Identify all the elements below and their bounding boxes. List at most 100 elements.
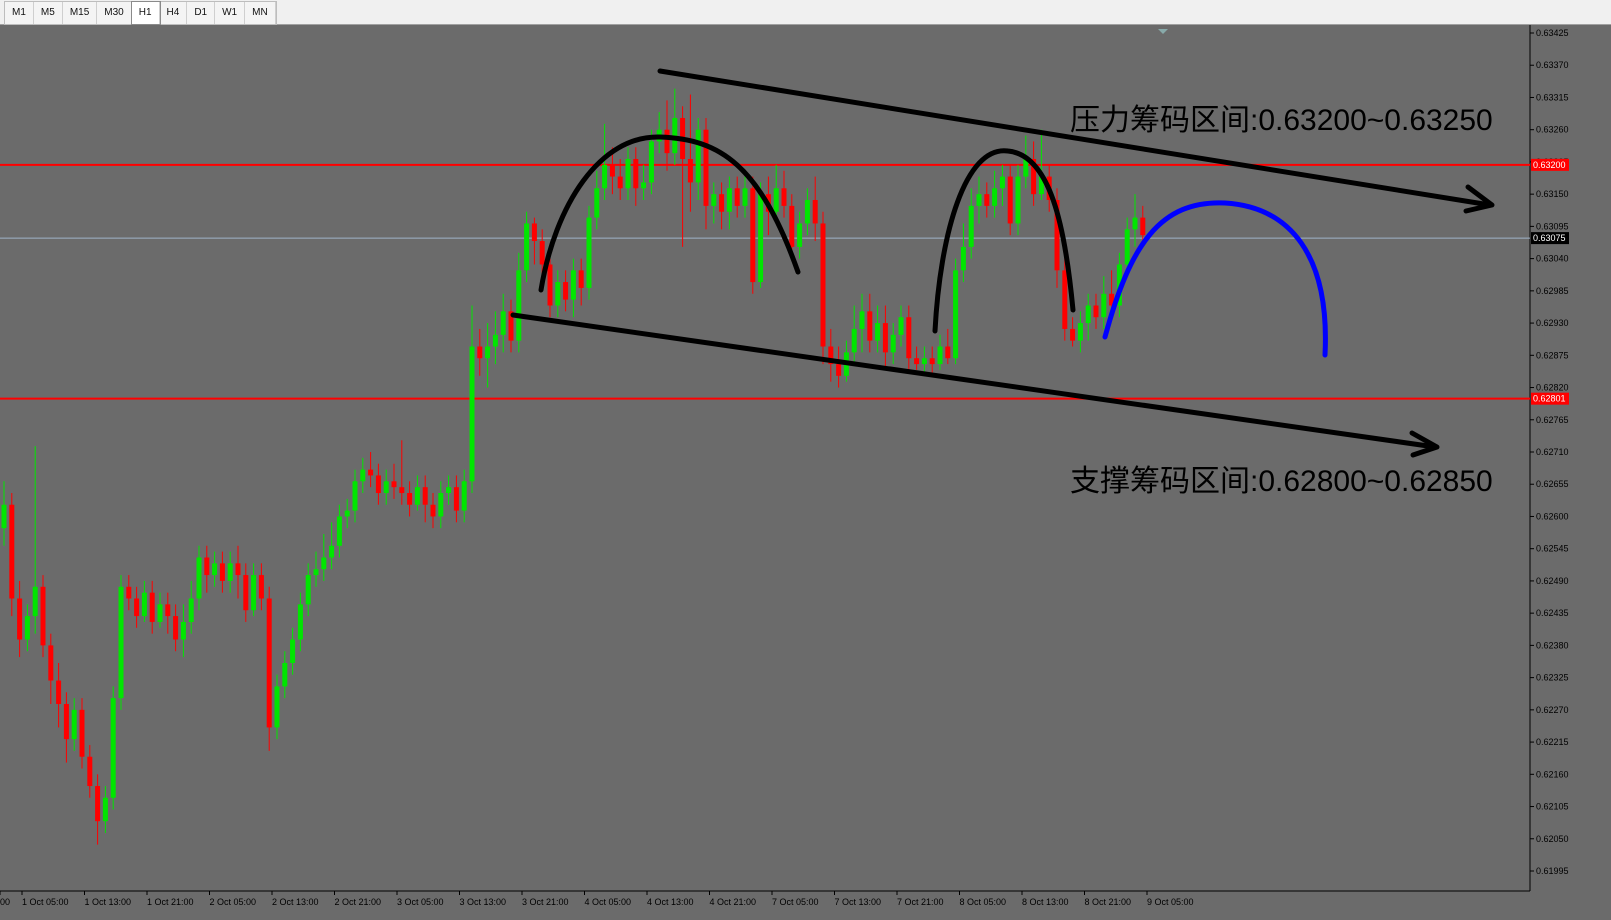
candle (742, 176, 748, 218)
candle (875, 305, 881, 353)
timeframe-button-m15[interactable]: M15 (63, 2, 98, 24)
candle (1093, 293, 1099, 329)
candle (703, 117, 709, 230)
left-arc-drawing (538, 134, 801, 293)
candle-body (1062, 270, 1068, 329)
candle-body (797, 223, 803, 247)
candle (648, 129, 654, 195)
candle-body (1070, 328, 1076, 341)
candle (867, 293, 873, 353)
timeframe-button-w1[interactable]: W1 (215, 2, 246, 24)
candle (812, 176, 818, 242)
candle-body (1007, 176, 1013, 224)
candle-body (243, 575, 249, 611)
candle (492, 311, 498, 365)
candle-body (999, 176, 1005, 189)
candle (227, 551, 233, 593)
candle-body (968, 205, 974, 247)
timeframe-button-m1[interactable]: M1 (5, 2, 34, 24)
candle (1062, 258, 1068, 341)
candle-body (391, 481, 397, 488)
candle (63, 692, 69, 763)
price-tick-label: 0.63370 (1536, 60, 1569, 70)
candle-body (485, 346, 491, 359)
candle-body (87, 756, 93, 787)
candle (711, 182, 717, 224)
candle (960, 223, 966, 283)
candle (719, 182, 725, 230)
candle (329, 522, 335, 570)
candle (102, 786, 108, 833)
candle-body (875, 323, 881, 341)
timeframe-button-h1[interactable]: H1 (130, 1, 161, 25)
candle (461, 469, 467, 523)
price-tick-label: 0.63095 (1536, 221, 1569, 231)
candle (617, 158, 623, 201)
candle-body (1, 504, 7, 529)
candle-body (1023, 158, 1029, 177)
price-tick-label: 0.62875 (1536, 350, 1569, 360)
time-tick-label: 4 Oct 21:00 (710, 897, 757, 907)
timeframe-button-m5[interactable]: M5 (34, 2, 63, 24)
timeframe-button-m30[interactable]: M30 (97, 2, 132, 24)
candle-body (500, 311, 506, 335)
timeframe-button-h4[interactable]: H4 (160, 2, 188, 24)
price-tick-label: 0.62270 (1536, 705, 1569, 715)
candle-body (126, 586, 132, 599)
candle (204, 545, 210, 593)
candle (992, 170, 998, 218)
candle-body (274, 686, 280, 728)
candle (672, 88, 678, 165)
candle-body (984, 194, 990, 206)
candles (1, 88, 1146, 845)
candle-body (71, 709, 77, 740)
timeframe-button-mn[interactable]: MN (245, 2, 276, 24)
candle (251, 563, 257, 617)
candle-body (399, 487, 405, 494)
candle (391, 463, 397, 499)
candle (1023, 135, 1029, 189)
candle-body (914, 358, 920, 365)
candle-body (336, 516, 342, 546)
candle-body (56, 680, 62, 704)
candle-body (352, 481, 358, 511)
candle-body (890, 334, 896, 353)
candle-body (258, 575, 264, 599)
candle-body (516, 270, 522, 341)
candle (438, 481, 444, 529)
candle-body (149, 592, 155, 622)
candle-body (422, 487, 428, 505)
candle-body (836, 364, 842, 376)
candle-body (828, 346, 834, 365)
time-tick-label: 1 Oct 13:00 (85, 897, 132, 907)
price-tick-label: 0.62215 (1536, 737, 1569, 747)
candle-body (196, 557, 202, 599)
candle-body (547, 264, 553, 306)
candlestick-chart-svg[interactable]: 0.634250.633700.633150.632600.632050.631… (0, 25, 1611, 920)
candle-body (773, 188, 779, 212)
candle-body (1132, 217, 1138, 230)
candle-body (227, 563, 233, 581)
timeframe-button-d1[interactable]: D1 (187, 2, 216, 24)
candle (929, 346, 935, 376)
candle (898, 305, 904, 347)
candle (687, 94, 693, 212)
price-chart[interactable]: 0.634250.633700.633150.632600.632050.631… (0, 25, 1611, 920)
candle-body (633, 158, 639, 189)
price-tick-label: 0.62325 (1536, 673, 1569, 683)
candle-body (305, 575, 311, 605)
chart-shift-marker-icon[interactable] (1158, 29, 1168, 34)
price-tick-label: 0.62050 (1536, 834, 1569, 844)
candle-body (79, 709, 85, 757)
candle (313, 551, 319, 587)
support-arrow-head (1409, 430, 1440, 458)
candle-body (781, 188, 787, 206)
price-tick-label: 0.63315 (1536, 92, 1569, 102)
candle-body (906, 317, 912, 359)
candle-body (1085, 305, 1091, 324)
candle-body (48, 645, 54, 681)
candle-body (594, 188, 600, 218)
candle-body (360, 469, 366, 482)
candle-body (789, 205, 795, 247)
candle (1132, 194, 1138, 247)
